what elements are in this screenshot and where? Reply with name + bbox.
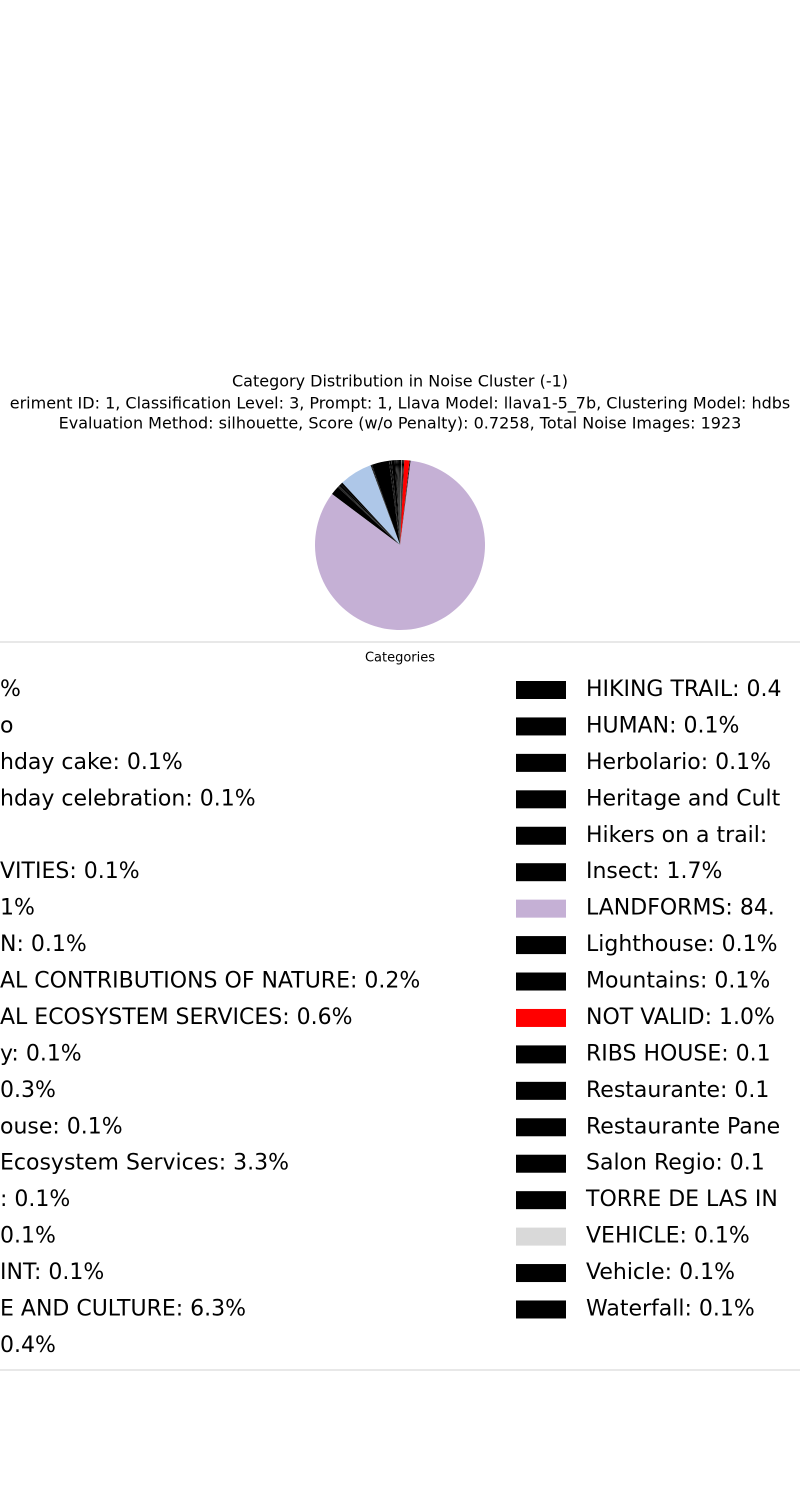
- legend-label: INT: 0.1%: [0, 1260, 104, 1285]
- pie-slice: [371, 460, 400, 545]
- pie-slice: [398, 460, 400, 545]
- legend-swatch: [516, 681, 566, 699]
- legend-swatch: [516, 1081, 566, 1100]
- legend-swatch: [516, 1008, 566, 1027]
- pie-slice: [338, 485, 400, 545]
- pie-slice: [400, 460, 410, 545]
- pie-slice: [339, 484, 400, 545]
- pie-slice: [370, 465, 400, 545]
- legend-label: 0.3%: [0, 1078, 56, 1103]
- legend-label: Lighthouse: 0.1%: [586, 932, 778, 957]
- pie-slice: [400, 460, 402, 545]
- legend-swatch: [516, 1227, 566, 1246]
- legend-swatch: [516, 1154, 566, 1173]
- legend-swatch: [516, 717, 566, 736]
- legend-label: LANDFORMS: 84.: [586, 896, 775, 921]
- legend-swatch: [516, 826, 566, 845]
- legend-swatch: [516, 1118, 566, 1137]
- legend-label: Mountains: 0.1%: [586, 969, 770, 994]
- legend-title: Categories: [365, 651, 435, 666]
- legend-label: TORRE DE LAS IN: [585, 1187, 778, 1212]
- pie-slice: [396, 460, 400, 545]
- pie-slice: [400, 460, 404, 545]
- pie-slice: [342, 465, 400, 545]
- legend-swatch: [516, 863, 566, 882]
- legend-swatch: [516, 1045, 566, 1064]
- legend-label: E AND CULTURE: 6.3%: [0, 1296, 246, 1321]
- legend-label: AL CONTRIBUTIONS OF NATURE: 0.2%: [0, 969, 420, 994]
- legend-label: 1%: [0, 896, 35, 921]
- pie-slice: [391, 460, 400, 545]
- legend-label: HIKING TRAIL: 0.4: [586, 677, 781, 702]
- legend-label: 0.1%: [0, 1224, 56, 1249]
- legend-label: 0.4%: [0, 1333, 56, 1358]
- pie-slice: [397, 460, 400, 545]
- legend-label: ouse: 0.1%: [0, 1114, 123, 1139]
- pie-slice: [400, 460, 403, 545]
- chart-subtitle: Evaluation Method: silhouette, Score (w/…: [59, 414, 742, 433]
- legend-label: Restaurante: 0.1: [586, 1078, 769, 1103]
- legend-label: Waterfall: 0.1%: [586, 1296, 755, 1321]
- pie-slice: [400, 460, 411, 545]
- pie-slice: [397, 460, 400, 545]
- pie-slice: [399, 460, 400, 545]
- pie-slice: [400, 460, 411, 545]
- legend-swatch: [516, 1191, 566, 1210]
- pie-slice: [395, 460, 400, 545]
- legend-label: hday celebration: 0.1%: [0, 786, 256, 811]
- pie-slice: [400, 460, 401, 545]
- pie-slice: [371, 464, 400, 545]
- pie-slice: [398, 460, 400, 545]
- legend-swatch: [516, 936, 566, 955]
- legend-swatch: [516, 899, 566, 918]
- legend-label: : 0.1%: [0, 1187, 70, 1212]
- legend-swatch: [516, 972, 566, 991]
- pie-slice: [400, 460, 402, 545]
- legend-label: NOT VALID: 1.0%: [586, 1005, 775, 1030]
- pie-slice: [315, 460, 485, 631]
- legend-label: N: 0.1%: [0, 932, 87, 957]
- chart-subtitle: eriment ID: 1, Classification Level: 3, …: [10, 394, 790, 414]
- legend-label: Hikers on a trail:: [586, 823, 767, 848]
- pie-slice: [340, 482, 400, 545]
- legend-label: o: [0, 713, 13, 738]
- pie-slice: [389, 460, 400, 545]
- pie-slice: [400, 460, 403, 545]
- legend-swatch: [516, 1300, 566, 1319]
- legend-label: Vehicle: 0.1%: [586, 1260, 735, 1285]
- pie-slice: [400, 460, 405, 545]
- pie-slice: [400, 460, 404, 545]
- legend-label: RIBS HOUSE: 0.1: [586, 1041, 771, 1066]
- pie-slice: [338, 486, 400, 545]
- legend-label: Ecosystem Services: 3.3%: [0, 1151, 289, 1176]
- pie-slice: [394, 460, 400, 545]
- legend-swatch: [516, 790, 566, 809]
- legend-label: Herbolario: 0.1%: [586, 750, 771, 775]
- legend-label: Heritage and Cult: [586, 786, 781, 811]
- pie-slice: [391, 460, 400, 545]
- legend-swatch: [516, 753, 566, 772]
- legend-label: hday cake: 0.1%: [0, 750, 183, 775]
- legend-label: AL ECOSYSTEM SERVICES: 0.6%: [0, 1005, 353, 1030]
- legend-label: Insect: 1.7%: [586, 859, 722, 884]
- pie-slice: [396, 460, 400, 545]
- pie-slice: [388, 460, 400, 545]
- chart-title: Category Distribution in Noise Cluster (…: [232, 372, 568, 391]
- legend-label: %: [0, 677, 21, 702]
- legend-label: HUMAN: 0.1%: [586, 713, 739, 738]
- legend-label: Salon Regio: 0.1: [586, 1151, 765, 1176]
- pie-slice: [370, 464, 400, 545]
- pie-slice: [337, 486, 400, 545]
- legend-label: y: 0.1%: [0, 1041, 82, 1066]
- pie-slice: [331, 487, 400, 545]
- pie-slice: [338, 485, 400, 545]
- legend-swatch: [516, 1264, 566, 1283]
- legend-label: VITIES: 0.1%: [0, 859, 140, 884]
- legend-label: Restaurante Pane: [586, 1114, 780, 1139]
- legend-label: VEHICLE: 0.1%: [586, 1224, 750, 1249]
